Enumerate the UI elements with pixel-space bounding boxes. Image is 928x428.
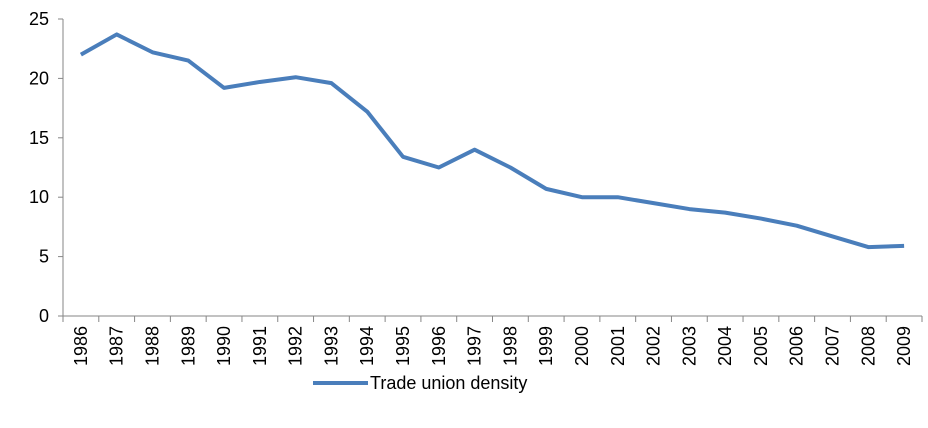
x-tick-label: 2002: [644, 326, 664, 366]
data-line: [79, 32, 905, 250]
x-tick-label: 1993: [321, 326, 341, 366]
y-tick-label: 0: [39, 306, 49, 326]
x-tick-label: 1995: [393, 326, 413, 366]
x-tick-label: 1992: [286, 326, 306, 366]
x-tick-label: 2003: [679, 326, 699, 366]
x-tick-label: 1989: [178, 326, 198, 366]
y-tick-label: 15: [29, 128, 49, 148]
x-tick-label: 2000: [572, 326, 592, 366]
x-tick-label: 1986: [71, 326, 91, 366]
x-tick-label: 1990: [214, 326, 234, 366]
x-tick-label: 2001: [608, 326, 628, 366]
y-tick-label: 10: [29, 187, 49, 207]
x-tick-label: 2004: [715, 326, 735, 366]
y-tick-label: 5: [39, 247, 49, 267]
x-tick-label: 2009: [894, 326, 914, 366]
y-tick-label: 20: [29, 68, 49, 88]
x-tick-label: 1996: [429, 326, 449, 366]
x-tick-label: 2005: [751, 326, 771, 366]
x-tick-label: 1988: [142, 326, 162, 366]
x-tick-label: 1999: [536, 326, 556, 366]
x-tick-label: 1998: [500, 326, 520, 366]
x-tick-label: 1997: [465, 326, 485, 366]
x-tick-label: 1994: [357, 326, 377, 366]
x-tick-label: 1991: [250, 326, 270, 366]
legend-label: Trade union density: [370, 373, 527, 393]
x-tick-label: 1987: [107, 326, 127, 366]
x-tick-label: 2006: [787, 326, 807, 366]
y-tick-label: 25: [29, 9, 49, 29]
x-tick-label: 2008: [858, 326, 878, 366]
x-tick-label: 2007: [823, 326, 843, 366]
